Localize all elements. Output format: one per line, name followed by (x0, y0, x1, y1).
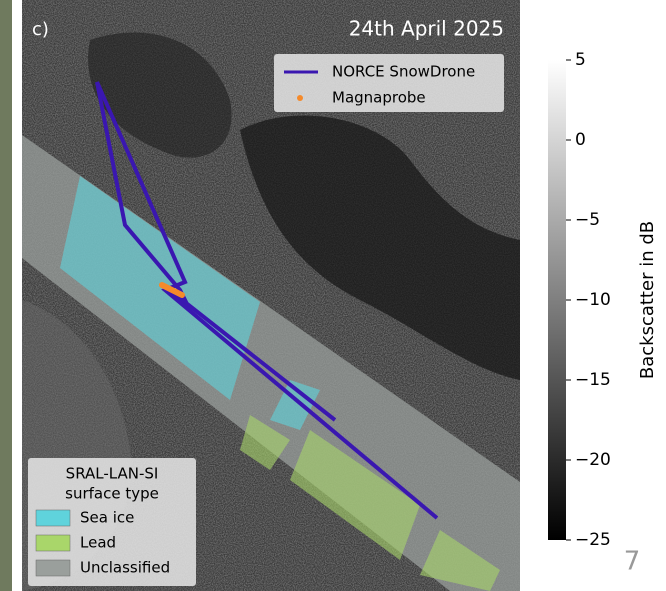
neighbor-panel-edge (0, 0, 12, 591)
colorbar-tick-label: −20 (575, 450, 611, 470)
legend-label: Magnaprobe (332, 89, 426, 107)
colorbar-tick-label: 0 (575, 130, 586, 150)
figure: c) 24th April 2025 NORCE SnowDrone Magnap… (0, 0, 666, 591)
colorbar-tick-label: −10 (575, 290, 611, 310)
colorbar-tick-label: −25 (575, 530, 611, 550)
colorbar-tick-label: 5 (575, 50, 586, 70)
track-legend: NORCE SnowDrone Magnaprobe (274, 54, 504, 112)
colorbar-tick-label: −5 (575, 210, 600, 230)
legend-label: Sea ice (80, 509, 134, 527)
colorbar-label: Backscatter in dB (637, 221, 658, 379)
panel-label: c) (32, 19, 49, 40)
surface-legend: SRAL-LAN-SI surface type Sea ice Lead Unclas… (28, 458, 196, 586)
legend-swatch (36, 510, 70, 526)
date: 24th April 2025 (349, 17, 504, 41)
legend-label: Lead (80, 534, 116, 552)
legend-swatch (36, 560, 70, 576)
colorbar (548, 60, 566, 540)
legend-title: SRAL-LAN-SI (66, 465, 159, 483)
legend-label: NORCE SnowDrone (332, 63, 475, 81)
legend-title: surface type (65, 485, 159, 503)
legend-dot (297, 95, 303, 101)
legend-swatch (36, 535, 70, 551)
page-number: 7 (624, 547, 641, 577)
colorbar-tick-label: −15 (575, 370, 611, 390)
legend-label: Unclassified (80, 559, 170, 577)
